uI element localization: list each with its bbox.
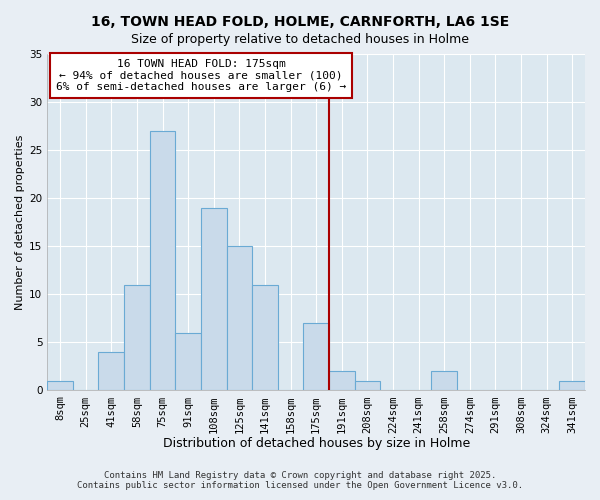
Bar: [201, 208, 227, 390]
Bar: [355, 381, 380, 390]
Bar: [47, 381, 73, 390]
Text: 16 TOWN HEAD FOLD: 175sqm
← 94% of detached houses are smaller (100)
6% of semi-: 16 TOWN HEAD FOLD: 175sqm ← 94% of detac…: [56, 59, 346, 92]
Text: Contains HM Land Registry data © Crown copyright and database right 2025.
Contai: Contains HM Land Registry data © Crown c…: [77, 470, 523, 490]
Text: 16, TOWN HEAD FOLD, HOLME, CARNFORTH, LA6 1SE: 16, TOWN HEAD FOLD, HOLME, CARNFORTH, LA…: [91, 15, 509, 29]
Bar: [431, 371, 457, 390]
X-axis label: Distribution of detached houses by size in Holme: Distribution of detached houses by size …: [163, 437, 470, 450]
Bar: [150, 131, 175, 390]
Bar: [304, 323, 329, 390]
Bar: [559, 381, 585, 390]
Bar: [124, 284, 150, 391]
Bar: [98, 352, 124, 391]
Bar: [227, 246, 252, 390]
Text: Size of property relative to detached houses in Holme: Size of property relative to detached ho…: [131, 32, 469, 46]
Bar: [329, 371, 355, 390]
Bar: [252, 284, 278, 391]
Bar: [175, 333, 201, 390]
Y-axis label: Number of detached properties: Number of detached properties: [15, 134, 25, 310]
